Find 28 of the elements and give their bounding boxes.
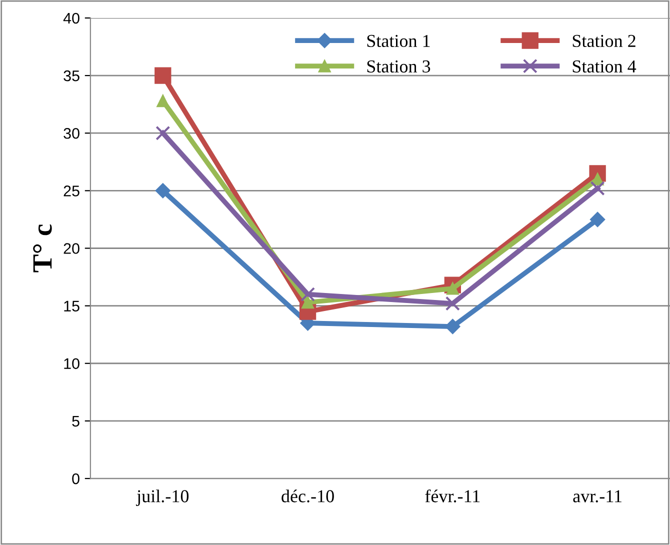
point: [590, 181, 605, 196]
y-tick-label: 5: [72, 416, 80, 427]
y-tick-label: 15: [64, 300, 80, 312]
point: [156, 126, 170, 140]
x-tick-label: févr.-11: [425, 489, 480, 502]
point: [445, 296, 460, 311]
point: [156, 94, 170, 108]
y-tick-label: 0: [72, 473, 80, 484]
point: [445, 318, 460, 334]
y-tick-label: 35: [64, 70, 80, 82]
point: [154, 67, 172, 84]
y-tick-label: 40: [63, 12, 80, 24]
legend-label: Station 3: [367, 60, 430, 73]
point: [300, 287, 316, 302]
y-axis-title: T° c: [33, 224, 52, 272]
y-tick-label: 30: [64, 128, 80, 139]
x-tick-label: juil.-10: [136, 490, 189, 506]
y-tick-label: 25: [64, 186, 80, 196]
point: [590, 212, 606, 228]
y-tick-label: 20: [64, 243, 80, 254]
x-tick-label: déc.-10: [282, 490, 334, 502]
y-tick-label: 10: [64, 358, 80, 370]
legend-label: Station 4: [572, 60, 636, 73]
point: [302, 296, 314, 309]
legend-label: Station 2: [572, 34, 636, 48]
point: [155, 183, 170, 198]
x-tick-label: avr.-11: [573, 490, 622, 502]
legend-label: Station 1: [367, 34, 430, 48]
